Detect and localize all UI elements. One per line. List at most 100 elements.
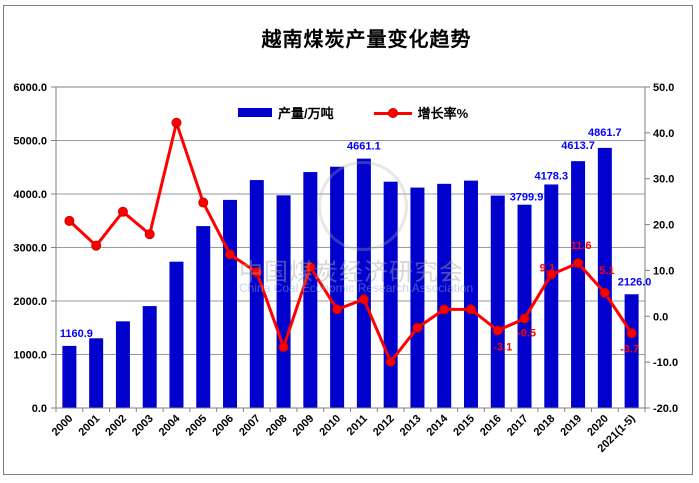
- bar-2001: [89, 338, 104, 408]
- bar-label-2019: 4613.7: [561, 140, 595, 152]
- line-label-2021(1-5): -3.7: [620, 343, 639, 355]
- bar-2004: [169, 261, 184, 408]
- bar-2019: [571, 161, 586, 408]
- marker-2006: [225, 249, 236, 260]
- bar-2018: [544, 184, 559, 408]
- bar-2016: [490, 195, 505, 408]
- bar-2008: [276, 195, 291, 408]
- marker-2020: [599, 287, 610, 298]
- bar-2020: [597, 147, 612, 408]
- x-label-2002: 2002: [103, 413, 129, 439]
- marker-2019: [573, 258, 584, 269]
- left-axis-label-0.0: 0.0: [32, 403, 47, 415]
- left-axis-label-4000.0: 4000.0: [13, 189, 47, 201]
- left-axis-label-1000.0: 1000.0: [13, 350, 47, 362]
- bar-2000: [62, 345, 77, 408]
- growth-line: [68, 121, 633, 364]
- bar-label-2017: 3799.9: [510, 192, 544, 204]
- bar-2006: [223, 199, 238, 408]
- bar-label-2018: 4178.3: [534, 170, 568, 182]
- x-label-2013: 2013: [398, 413, 424, 439]
- marker-2015: [465, 304, 476, 315]
- marker-2012: [385, 356, 396, 367]
- bar-label-2000: 1160.9: [60, 328, 93, 340]
- legend-bar-label: 产量/万吨: [278, 106, 334, 121]
- line-label-2016: -3.1: [493, 342, 512, 354]
- bar-2021(1-5): [624, 294, 639, 408]
- bar-2015: [463, 180, 478, 408]
- right-axis-label--20.0: -20.0: [653, 403, 678, 415]
- x-label-2019: 2019: [558, 413, 584, 439]
- marker-2008: [278, 342, 289, 353]
- bar-label-2021(1-5): 2126.0: [618, 276, 652, 288]
- x-label-2012: 2012: [371, 413, 397, 439]
- left-axis-label-2000.0: 2000.0: [13, 296, 47, 308]
- x-label-2010: 2010: [317, 413, 343, 439]
- x-label-2001: 2001: [76, 413, 102, 439]
- x-label-2000: 2000: [50, 413, 76, 439]
- x-label-2011: 2011: [345, 413, 370, 438]
- x-label-2004: 2004: [157, 412, 183, 438]
- bar-2010: [330, 166, 345, 408]
- x-label-2005: 2005: [184, 413, 210, 439]
- right-axis-label-10.0: 10.0: [653, 265, 674, 277]
- right-axis-label-0.0: 0.0: [653, 311, 668, 323]
- right-axis-label-20.0: 20.0: [653, 220, 674, 232]
- line-label-2020: 5.1: [599, 265, 614, 277]
- legend-bar-swatch: [238, 108, 272, 117]
- bar-label-2011: 4661.1: [347, 141, 381, 153]
- x-label-2008: 2008: [264, 413, 290, 439]
- legend: 产量/万吨 增长率%: [238, 104, 468, 121]
- x-label-2003: 2003: [130, 413, 156, 439]
- bar-2007: [249, 180, 264, 408]
- x-label-2016: 2016: [478, 413, 504, 439]
- marker-2007: [251, 267, 262, 278]
- x-label-2015: 2015: [451, 413, 477, 439]
- marker-2013: [412, 322, 423, 333]
- right-axis-label-30.0: 30.0: [653, 174, 674, 186]
- x-label-2006: 2006: [210, 413, 236, 439]
- bar-2011: [356, 158, 371, 408]
- marker-2017: [519, 313, 530, 324]
- left-axis-label-5000.0: 5000.0: [13, 136, 47, 148]
- left-axis-label-3000.0: 3000.0: [13, 243, 47, 255]
- marker-2018: [546, 269, 557, 280]
- marker-2001: [91, 240, 102, 251]
- line-label-2018: 9.1: [540, 263, 555, 275]
- marker-2002: [117, 206, 128, 217]
- page-title: 越南煤炭产量变化趋势: [261, 27, 472, 51]
- x-label-2009: 2009: [291, 413, 317, 439]
- bar-2017: [517, 204, 532, 408]
- marker-2005: [198, 197, 209, 208]
- bar-2003: [142, 306, 157, 408]
- marker-2003: [144, 229, 155, 240]
- marker-2011: [358, 294, 369, 305]
- marker-2009: [305, 262, 316, 273]
- marker-2014: [439, 304, 450, 315]
- right-axis-label-50.0: 50.0: [653, 82, 674, 94]
- legend-marker-icon: [387, 107, 398, 118]
- line-label-2019: 11.6: [571, 240, 592, 252]
- marker-2010: [332, 304, 343, 315]
- bar-2002: [115, 321, 130, 408]
- x-label-2017: 2017: [505, 413, 531, 439]
- x-label-2014: 2014: [425, 412, 451, 438]
- marker-2016: [492, 325, 503, 336]
- bar-2013: [410, 187, 425, 408]
- bar-2012: [383, 181, 398, 408]
- right-axis-label--10.0: -10.0: [653, 357, 678, 369]
- bar-label-2020: 4861.7: [588, 127, 622, 139]
- line-label-2017: -0.5: [517, 328, 536, 340]
- legend-line-swatch: [373, 107, 412, 118]
- right-axis-label-40.0: 40.0: [653, 128, 674, 140]
- legend-line-label: 增长率%: [417, 106, 469, 121]
- left-axis-label-6000.0: 6000.0: [13, 82, 47, 94]
- x-label-2018: 2018: [532, 413, 558, 439]
- x-label-2007: 2007: [237, 413, 263, 439]
- bar-2009: [303, 172, 318, 408]
- bar-2014: [437, 183, 452, 408]
- marker-2004: [171, 117, 182, 128]
- marker-2021(1-5): [626, 328, 637, 339]
